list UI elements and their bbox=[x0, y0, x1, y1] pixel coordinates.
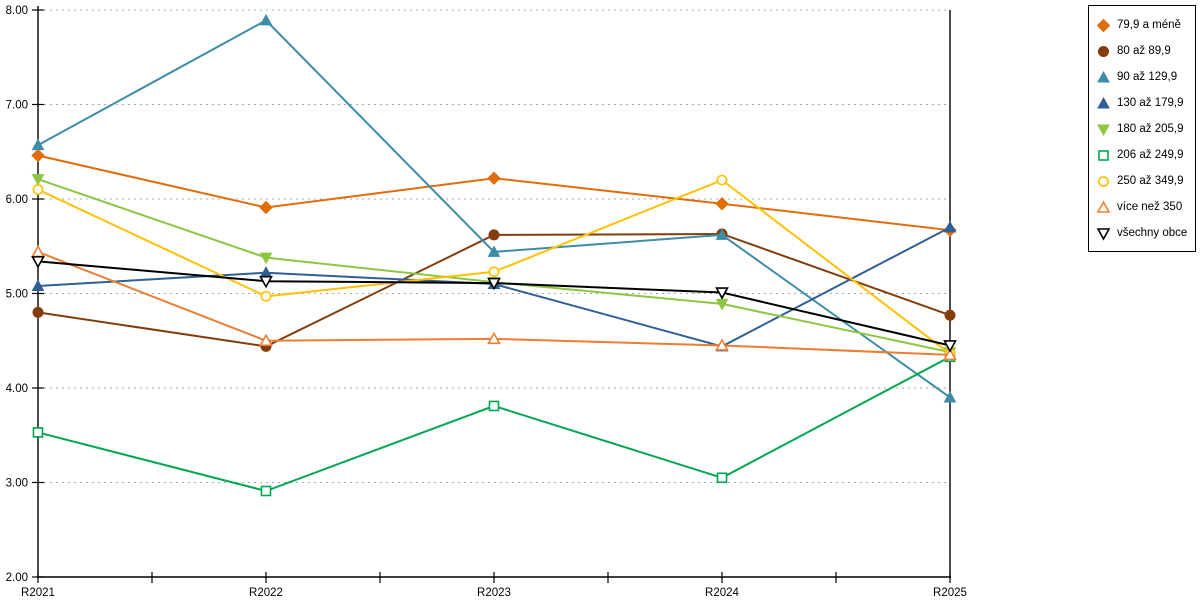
axes: 8.00 7.00 6.00 5.00 4.00 3.00 2.00 R2021 R2022 R2… bbox=[6, 5, 967, 599]
data-point-marker bbox=[31, 256, 45, 269]
x-tick-label: R2024 bbox=[705, 587, 739, 599]
series-5 bbox=[32, 351, 956, 497]
legend-item-2: 90 až 129,9 bbox=[1089, 64, 1195, 90]
data-point-marker bbox=[259, 252, 273, 265]
triangle-up-filled-icon bbox=[1097, 70, 1110, 82]
data-point-marker bbox=[32, 306, 44, 318]
triangle-up-open-icon bbox=[1096, 199, 1111, 213]
data-point-marker bbox=[943, 347, 957, 361]
x-tick-label: R2025 bbox=[933, 587, 967, 599]
data-point-marker bbox=[487, 171, 501, 185]
data-point-marker bbox=[31, 244, 45, 258]
data-point-marker bbox=[31, 148, 45, 163]
data-point-marker bbox=[259, 275, 273, 289]
legend-label: 206 až 249,9 bbox=[1117, 149, 1184, 161]
legend-item-3: 130 až 179,9 bbox=[1089, 90, 1195, 116]
data-point-marker bbox=[944, 309, 956, 321]
x-tick-label: R2022 bbox=[249, 587, 283, 599]
data-point-marker bbox=[487, 245, 501, 257]
circle-open-icon bbox=[1098, 175, 1109, 187]
data-point-marker bbox=[260, 485, 272, 497]
legend-item-6: 250 až 349,9 bbox=[1089, 168, 1195, 194]
y-tick-label: 3.00 bbox=[6, 478, 28, 490]
legend-label: více než 350 bbox=[1117, 201, 1183, 213]
data-point-marker bbox=[716, 472, 728, 484]
data-point-marker bbox=[715, 228, 729, 240]
legend-item-0: 79,9 a méně bbox=[1089, 12, 1195, 38]
legend-item-5: 206 až 249,9 bbox=[1089, 142, 1195, 168]
chart-legend: 79,9 a méně 80 až 89,9 90 až 129,9 130 až 1… bbox=[1088, 5, 1196, 252]
data-point-marker bbox=[32, 427, 44, 438]
y-tick-label: 6.00 bbox=[6, 194, 28, 206]
data-point-marker bbox=[943, 390, 957, 403]
y-tick-label: 7.00 bbox=[6, 100, 28, 112]
series-2 bbox=[31, 13, 957, 403]
legend-item-7: více než 350 bbox=[1089, 194, 1195, 220]
legend-item-4: 180 až 205,9 bbox=[1089, 116, 1195, 142]
data-point-marker bbox=[488, 266, 500, 278]
data-point-marker bbox=[259, 13, 273, 26]
data-point-marker bbox=[32, 184, 44, 195]
data-point-marker bbox=[488, 229, 500, 241]
data-point-marker bbox=[259, 333, 273, 347]
data-point-marker bbox=[715, 197, 729, 211]
data-point-marker bbox=[259, 200, 273, 215]
data-point-marker bbox=[943, 340, 957, 353]
legend-item-8: všechny obce bbox=[1089, 220, 1195, 246]
data-point-marker bbox=[260, 290, 272, 302]
x-tick-label: R2023 bbox=[477, 587, 511, 599]
y-tick-label: 2.00 bbox=[6, 572, 28, 584]
series-0 bbox=[31, 148, 957, 237]
data-point-marker bbox=[31, 138, 45, 151]
data-point-marker bbox=[716, 174, 728, 186]
y-tick-label: 5.00 bbox=[6, 289, 28, 301]
y-tick-label: 4.00 bbox=[6, 383, 28, 395]
data-point-marker bbox=[487, 277, 501, 291]
series-8 bbox=[31, 256, 957, 353]
square-open-icon bbox=[1098, 149, 1109, 161]
x-tick-label: R2021 bbox=[21, 587, 55, 599]
legend-label: 250 až 349,9 bbox=[1117, 175, 1184, 187]
legend-label: 90 až 129,9 bbox=[1117, 71, 1178, 83]
triangle-up-filled-icon bbox=[1097, 96, 1110, 108]
legend-item-1: 80 až 89,9 bbox=[1089, 38, 1195, 64]
data-point-marker bbox=[943, 220, 957, 233]
data-point-marker bbox=[715, 287, 729, 300]
triangle-down-open-icon bbox=[1096, 227, 1111, 241]
diamond-filled-icon bbox=[1096, 18, 1111, 32]
gridlines bbox=[38, 9, 950, 483]
data-point-marker bbox=[715, 338, 729, 351]
data-point-marker bbox=[31, 174, 45, 186]
data-point-marker bbox=[487, 331, 501, 345]
legend-label: 79,9 a méně bbox=[1117, 19, 1181, 31]
series-4 bbox=[31, 174, 957, 359]
y-tick-label: 8.00 bbox=[6, 5, 28, 17]
legend-label: všechny obce bbox=[1117, 227, 1188, 239]
data-point-marker bbox=[31, 279, 45, 291]
triangle-down-filled-icon bbox=[1097, 124, 1110, 136]
circle-filled-icon bbox=[1098, 45, 1109, 57]
legend-label: 80 až 89,9 bbox=[1117, 45, 1171, 57]
legend-label: 130 až 179,9 bbox=[1117, 97, 1184, 109]
data-point-marker bbox=[488, 400, 500, 412]
series-line bbox=[37, 355, 951, 493]
series-line bbox=[37, 154, 951, 232]
legend-label: 180 až 205,9 bbox=[1117, 123, 1184, 135]
